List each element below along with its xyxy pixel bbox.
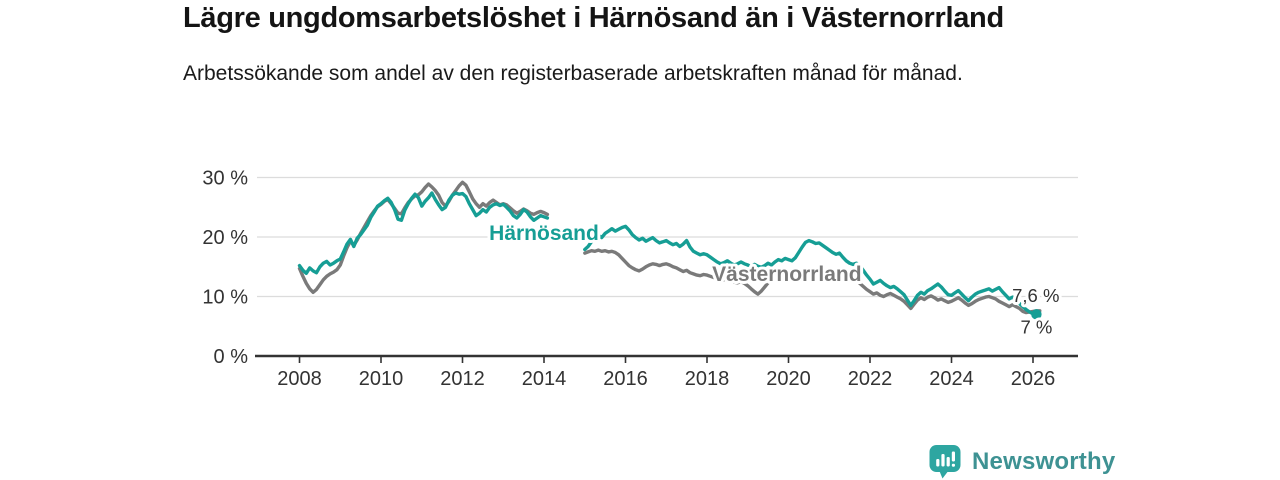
x-axis-tick-label: 2016 xyxy=(603,368,648,390)
y-axis-tick-label: 20 % xyxy=(202,227,248,249)
x-axis-tick-label: 2010 xyxy=(359,368,404,390)
series-line-harnosand xyxy=(297,191,1039,317)
series-label-vasternorrland: Västernorrland xyxy=(712,263,861,286)
end-value-label-harnosand: 7 % xyxy=(1020,316,1052,337)
x-axis-tick-label: 2014 xyxy=(522,368,567,390)
newsworthy-logo: Newsworthy xyxy=(928,444,1115,479)
x-axis-tick-label: 2022 xyxy=(848,368,893,390)
x-axis-tick-label: 2008 xyxy=(277,368,322,390)
chart-subtitle: Arbetssökande som andel av den registerb… xyxy=(183,62,963,85)
x-axis-tick-label: 2020 xyxy=(766,368,811,390)
x-axis-tick-label: 2026 xyxy=(1011,368,1056,390)
y-axis-tick-label: 10 % xyxy=(202,287,248,309)
x-axis-tick-label: 2012 xyxy=(440,368,485,390)
series-end-dot-harnosand xyxy=(1031,309,1042,320)
x-axis-tick-label: 2018 xyxy=(685,368,730,390)
chart-title: Lägre ungdomsarbetslöshet i Härnösand än… xyxy=(183,2,1004,34)
y-axis-tick-label: 0 % xyxy=(214,346,249,368)
bar-chart-speech-bubble-icon xyxy=(929,445,961,479)
end-value-label-vasternorrland: 7,6 % xyxy=(1012,285,1059,306)
newsworthy-brand-text: Newsworthy xyxy=(972,447,1116,475)
y-axis-tick-label: 30 % xyxy=(202,168,248,190)
x-axis-tick-label: 2024 xyxy=(929,368,974,390)
series-label-harnosand: Härnösand xyxy=(489,222,599,245)
